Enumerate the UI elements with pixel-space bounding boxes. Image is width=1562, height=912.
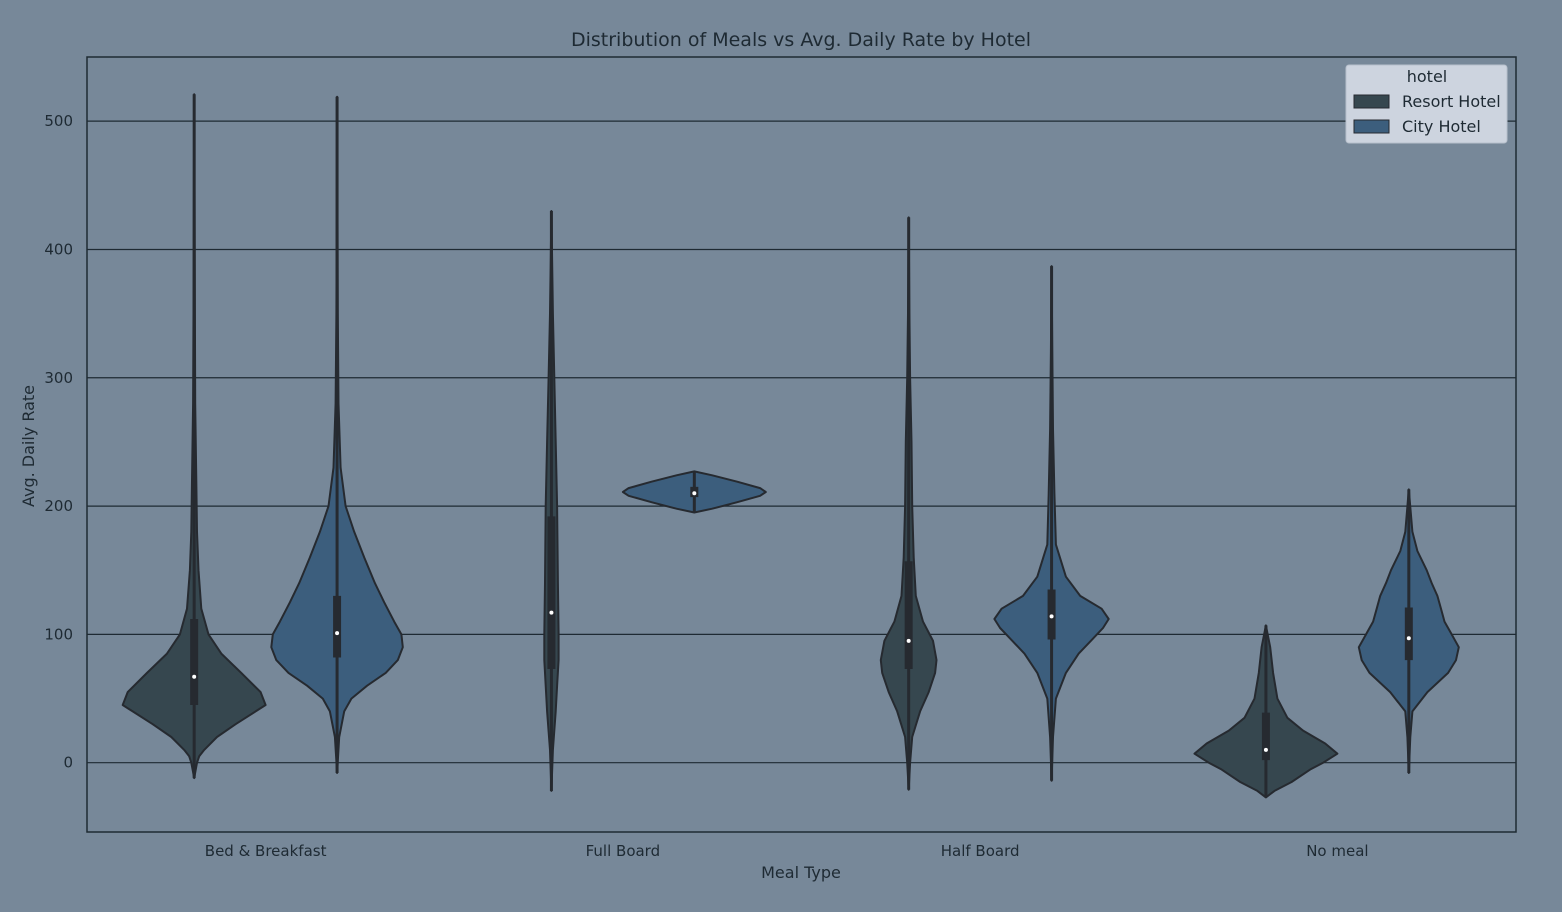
violin-resort-hotel-half-board [879,216,938,791]
legend-label-city-hotel: City Hotel [1402,117,1481,136]
x-axis-ticks: Bed & Breakfast Full Board Half Board No me… [205,842,1369,860]
violin-city-hotel-half-board [993,265,1110,782]
y-tick-label-400: 400 [44,240,73,258]
violin-resort-hotel-no-meal [1193,624,1339,799]
y-axis-label: Avg. Daily Rate [19,385,38,507]
violin-resort-hotel-bed-breakfast [121,93,267,780]
legend: hotel Resort Hotel City Hotel [1345,64,1508,144]
x-tick-label-bed-breakfast: Bed & Breakfast [205,842,327,860]
legend-title: hotel [1407,67,1448,86]
violin-resort-hotel-full-board [543,210,560,792]
y-axis-ticks: 0 100 200 300 400 500 [44,112,73,772]
y-tick-label-100: 100 [44,625,73,643]
legend-swatch-resort-hotel [1353,94,1390,109]
x-axis-label: Meal Type [761,863,841,882]
plot-frame [86,56,1517,833]
x-tick-label-no-meal: No meal [1306,842,1368,860]
violin-city-hotel-full-board [621,470,767,514]
y-tick-label-0: 0 [63,754,73,772]
x-tick-label-full-board: Full Board [586,842,661,860]
chart-title: Distribution of Meals vs Avg. Daily Rate… [571,29,1031,51]
median-dot-city-hotel-full-board [692,491,697,496]
violins [121,93,1460,799]
x-tick-label-half-board: Half Board [941,842,1020,860]
legend-label-resort-hotel: Resort Hotel [1402,92,1501,111]
violin-city-hotel-no-meal [1357,488,1460,774]
median-dot-city-hotel-no-meal [1406,636,1411,641]
median-dot-city-hotel-half-board [1049,614,1054,619]
y-tick-label-500: 500 [44,112,73,130]
y-tick-label-200: 200 [44,497,73,515]
y-tick-label-300: 300 [44,369,73,387]
median-dot-resort-hotel-no-meal [1263,747,1268,752]
median-dot-resort-hotel-bed-breakfast [192,674,197,679]
median-dot-resort-hotel-full-board [549,610,554,615]
legend-swatch-city-hotel [1353,119,1390,134]
violin-city-hotel-bed-breakfast [270,95,404,774]
median-dot-city-hotel-bed-breakfast [335,631,340,636]
median-dot-resort-hotel-half-board [906,638,911,643]
